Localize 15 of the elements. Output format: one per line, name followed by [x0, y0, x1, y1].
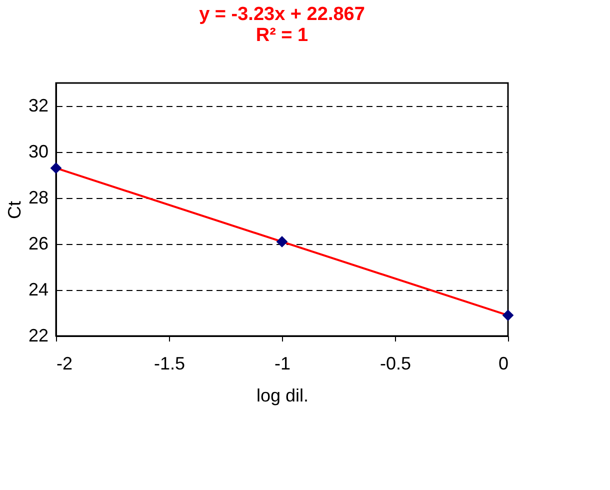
y-tick-label: 28 [28, 188, 48, 208]
y-tick-label: 30 [28, 142, 48, 162]
x-axis-title: log dil. [256, 386, 309, 406]
y-tick-label: 22 [28, 326, 48, 346]
x-tick-label: -1 [274, 354, 291, 374]
x-tick-label: 0 [498, 354, 508, 374]
y-tick-label: 24 [28, 280, 48, 300]
text: y = -3.23x + 22.867 [199, 4, 365, 25]
y-tick-label: 26 [28, 234, 48, 254]
x-tick-label: -1.5 [154, 354, 186, 374]
x-tick-label: -0.5 [380, 354, 412, 374]
x-tick-label: -2 [56, 354, 73, 374]
y-axis-title: Ct [4, 201, 24, 219]
y-tick-label: 32 [28, 96, 48, 116]
text: R² = 1 [256, 25, 309, 46]
